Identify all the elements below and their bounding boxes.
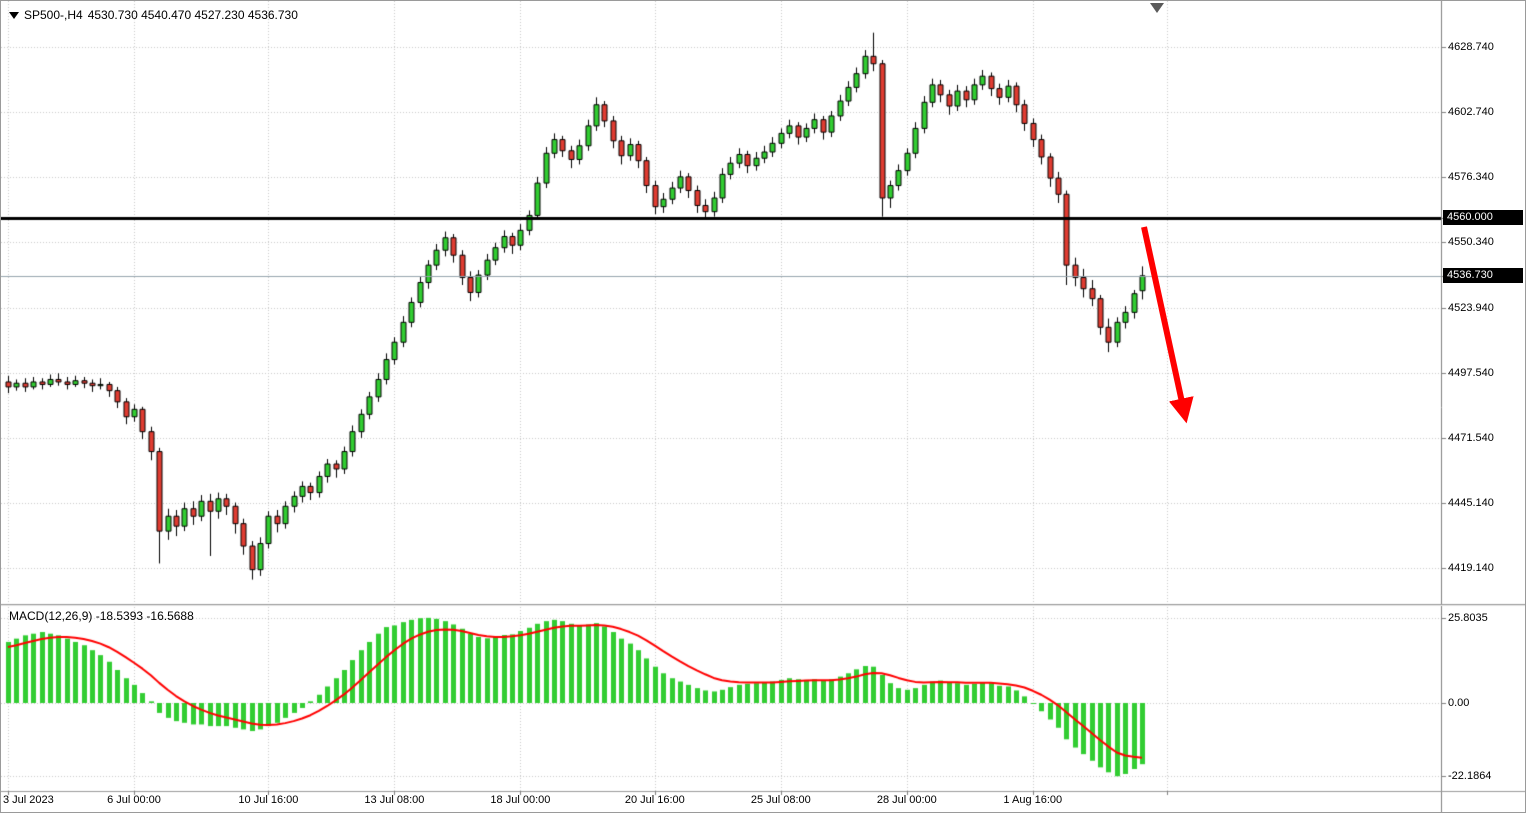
- ohlc-values: 4530.730 4540.470 4527.230 4536.730: [87, 8, 298, 22]
- time-axis-label: 3 Jul 2023: [3, 794, 54, 806]
- time-axis-label: 13 Jul 08:00: [364, 794, 425, 806]
- chart-shift-marker-icon[interactable]: [1150, 3, 1164, 13]
- macd-indicator-label: MACD(12,26,9) -18.5393 -16.5688: [9, 609, 194, 623]
- price-axis-label: 4576.340: [1448, 171, 1494, 184]
- price-axis-label: 4445.140: [1448, 497, 1494, 510]
- price-axis-label: 4628.740: [1448, 41, 1494, 53]
- time-axis-label: 20 Jul 16:00: [624, 794, 685, 806]
- price-axis-label: 4419.140: [1448, 562, 1494, 575]
- time-axis-label: 28 Jul 00:00: [876, 794, 937, 806]
- price-axis-label: 4602.740: [1448, 105, 1494, 118]
- time-axis-label: 10 Jul 16:00: [238, 794, 299, 806]
- symbol-timeframe-label: SP500-,H4: [24, 8, 83, 22]
- macd-axis-label: 25.8035: [1448, 611, 1488, 624]
- macd-axis-label: -22.1864: [1448, 770, 1492, 783]
- chart-header: SP500-,H4 4530.730 4540.470 4527.230 453…: [9, 8, 298, 22]
- price-axis-label: 4497.540: [1448, 367, 1494, 380]
- time-axis-label: 6 Jul 00:00: [107, 794, 161, 806]
- price-axis-label: 4471.540: [1448, 431, 1494, 444]
- bid-price-tag: 4536.730: [1443, 267, 1523, 283]
- time-axis-label: 25 Jul 08:00: [750, 794, 811, 806]
- time-axis-label: 18 Jul 00:00: [490, 794, 551, 806]
- symbol-dropdown-icon: [9, 11, 19, 19]
- price-axis-label: 4523.940: [1448, 301, 1494, 314]
- time-axis-label: 1 Aug 16:00: [1003, 794, 1063, 806]
- level-price-tag: 4560.000: [1443, 209, 1523, 225]
- macd-axis-label: 0.00: [1448, 697, 1470, 709]
- price-axis-label: 4550.340: [1448, 235, 1494, 248]
